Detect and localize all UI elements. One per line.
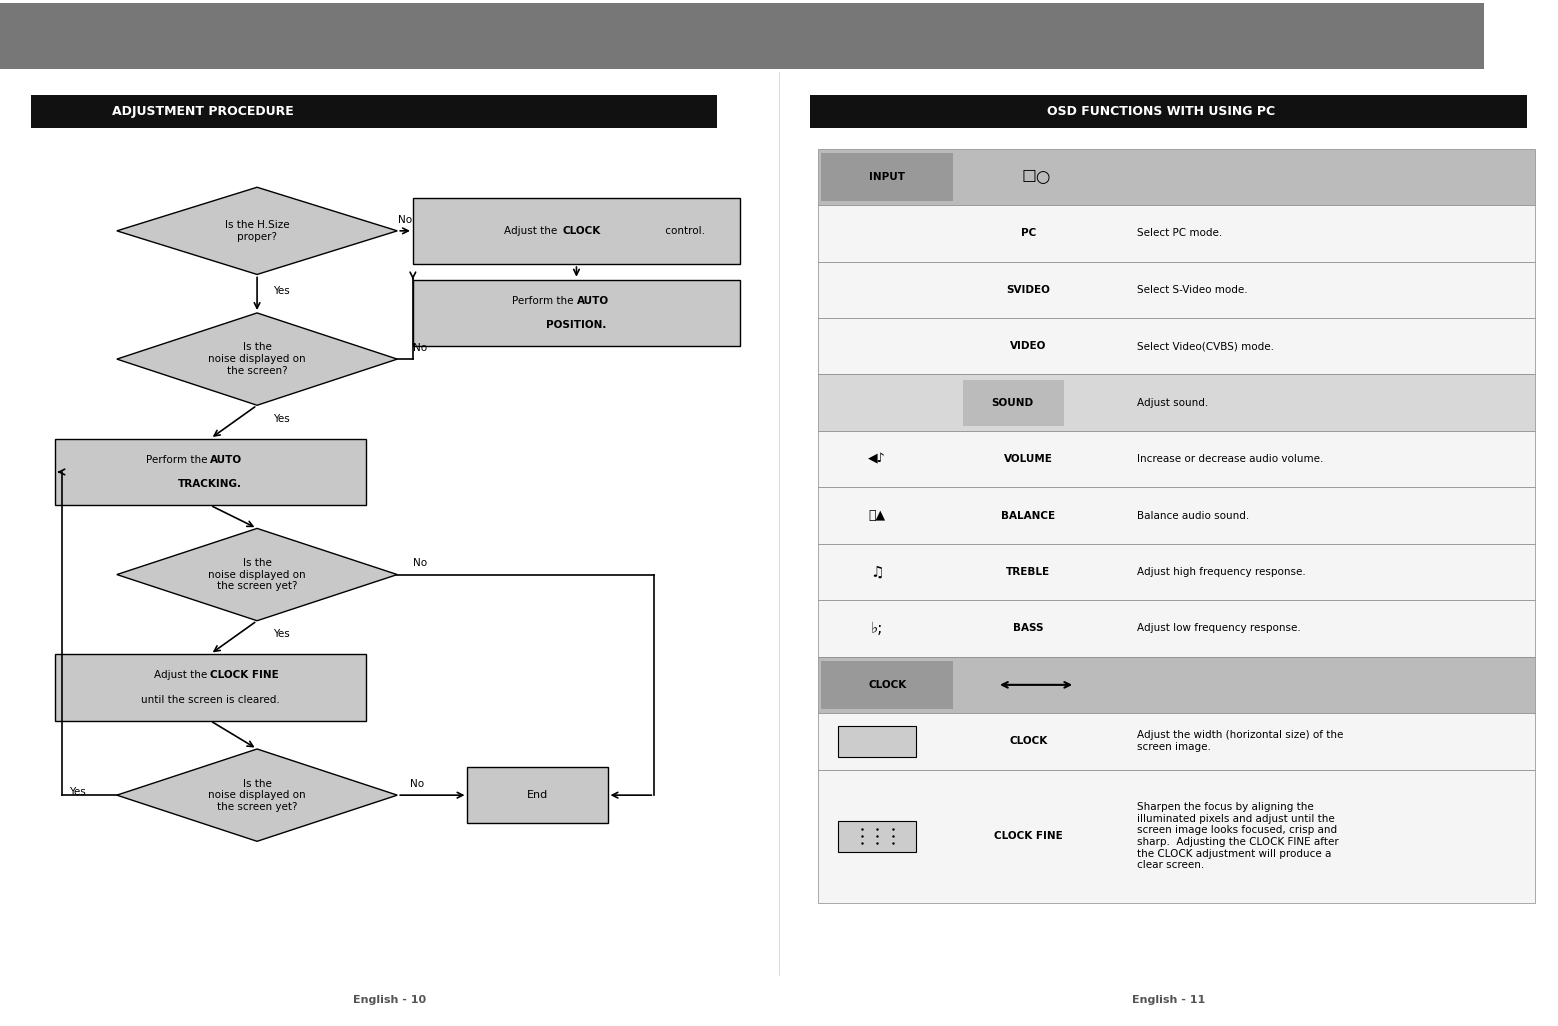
Text: Adjust the: Adjust the [154, 670, 210, 680]
Text: Yes: Yes [69, 787, 86, 797]
Text: CLOCK FINE: CLOCK FINE [994, 831, 1063, 841]
FancyBboxPatch shape [818, 205, 1535, 262]
Text: Perform the: Perform the [511, 295, 576, 306]
Text: SOUND: SOUND [991, 398, 1035, 407]
Text: English - 11: English - 11 [1131, 995, 1206, 1005]
Text: CLOCK FINE: CLOCK FINE [210, 670, 279, 680]
Text: control.: control. [662, 226, 706, 236]
Polygon shape [117, 313, 397, 405]
Text: Sharpen the focus by aligning the
illuminated pixels and adjust until the
screen: Sharpen the focus by aligning the illumi… [1137, 802, 1338, 870]
Text: Perform the: Perform the [145, 455, 210, 465]
Text: Yes: Yes [273, 413, 290, 424]
Text: SVIDEO: SVIDEO [1006, 285, 1050, 294]
Text: Select PC mode.: Select PC mode. [1137, 229, 1223, 238]
Text: VOLUME: VOLUME [1003, 455, 1053, 464]
FancyBboxPatch shape [818, 318, 1535, 374]
Text: Is the
noise displayed on
the screen yet?: Is the noise displayed on the screen yet… [209, 558, 305, 591]
Text: End: End [527, 790, 548, 800]
FancyBboxPatch shape [818, 657, 1535, 713]
Text: ⧖▲: ⧖▲ [869, 509, 885, 522]
FancyBboxPatch shape [55, 655, 366, 720]
Text: Adjust the width (horizontal size) of the
screen image.: Adjust the width (horizontal size) of th… [1137, 731, 1343, 752]
Text: CLOCK: CLOCK [868, 680, 907, 689]
Text: CLOCK: CLOCK [562, 226, 601, 236]
FancyBboxPatch shape [821, 661, 953, 709]
FancyBboxPatch shape [818, 487, 1535, 544]
Polygon shape [117, 187, 397, 274]
FancyBboxPatch shape [818, 770, 1535, 903]
Text: OSD FUNCTIONS WITH USING PC: OSD FUNCTIONS WITH USING PC [1047, 106, 1274, 118]
Text: Yes: Yes [273, 285, 290, 295]
Text: ☐○: ☐○ [1022, 168, 1050, 186]
FancyBboxPatch shape [838, 821, 916, 852]
Polygon shape [117, 749, 397, 841]
Text: AUTO: AUTO [210, 455, 243, 465]
FancyBboxPatch shape [467, 767, 608, 823]
Text: INPUT: INPUT [869, 172, 905, 182]
Text: English - 10: English - 10 [354, 995, 425, 1005]
Text: Is the H.Size
proper?: Is the H.Size proper? [224, 220, 290, 242]
FancyBboxPatch shape [818, 262, 1535, 318]
Text: VIDEO: VIDEO [1010, 342, 1047, 351]
Text: CLOCK: CLOCK [1010, 737, 1047, 746]
FancyBboxPatch shape [963, 380, 1064, 426]
FancyBboxPatch shape [818, 713, 1535, 770]
Text: AUTO: AUTO [576, 295, 609, 306]
Text: POSITION.: POSITION. [547, 320, 606, 330]
FancyBboxPatch shape [413, 197, 740, 264]
Text: Select Video(CVBS) mode.: Select Video(CVBS) mode. [1137, 342, 1274, 351]
Text: ♭;: ♭; [871, 621, 883, 636]
Text: No: No [413, 558, 427, 568]
Text: Adjust the: Adjust the [505, 226, 561, 236]
Text: TREBLE: TREBLE [1006, 567, 1050, 577]
Text: Adjust low frequency response.: Adjust low frequency response. [1137, 624, 1301, 633]
FancyBboxPatch shape [838, 726, 916, 757]
Text: No: No [397, 214, 413, 225]
FancyBboxPatch shape [818, 544, 1535, 600]
FancyBboxPatch shape [55, 439, 366, 505]
Text: ◀♪: ◀♪ [868, 452, 887, 466]
FancyBboxPatch shape [31, 95, 717, 128]
FancyBboxPatch shape [818, 600, 1535, 657]
Text: No: No [410, 779, 424, 789]
Text: No: No [413, 343, 427, 353]
Text: ♫: ♫ [871, 564, 883, 580]
FancyBboxPatch shape [810, 95, 1527, 128]
Text: Increase or decrease audio volume.: Increase or decrease audio volume. [1137, 455, 1324, 464]
Text: TRACKING.: TRACKING. [178, 479, 243, 489]
Text: PC: PC [1020, 229, 1036, 238]
Text: BALANCE: BALANCE [1002, 511, 1055, 520]
FancyBboxPatch shape [818, 374, 1535, 431]
Text: Adjust sound.: Adjust sound. [1137, 398, 1209, 407]
Text: ADJUSTMENT PROCEDURE: ADJUSTMENT PROCEDURE [112, 106, 293, 118]
FancyBboxPatch shape [818, 149, 1535, 205]
FancyBboxPatch shape [818, 431, 1535, 487]
Text: Balance audio sound.: Balance audio sound. [1137, 511, 1250, 520]
Polygon shape [117, 528, 397, 621]
Text: Yes: Yes [273, 629, 290, 639]
Text: Is the
noise displayed on
the screen?: Is the noise displayed on the screen? [209, 343, 305, 376]
FancyBboxPatch shape [413, 279, 740, 347]
Text: Is the
noise displayed on
the screen yet?: Is the noise displayed on the screen yet… [209, 779, 305, 812]
Text: BASS: BASS [1013, 624, 1044, 633]
Text: Adjust high frequency response.: Adjust high frequency response. [1137, 567, 1306, 577]
FancyBboxPatch shape [821, 153, 953, 201]
Text: Select S-Video mode.: Select S-Video mode. [1137, 285, 1248, 294]
Text: until the screen is cleared.: until the screen is cleared. [140, 695, 280, 705]
